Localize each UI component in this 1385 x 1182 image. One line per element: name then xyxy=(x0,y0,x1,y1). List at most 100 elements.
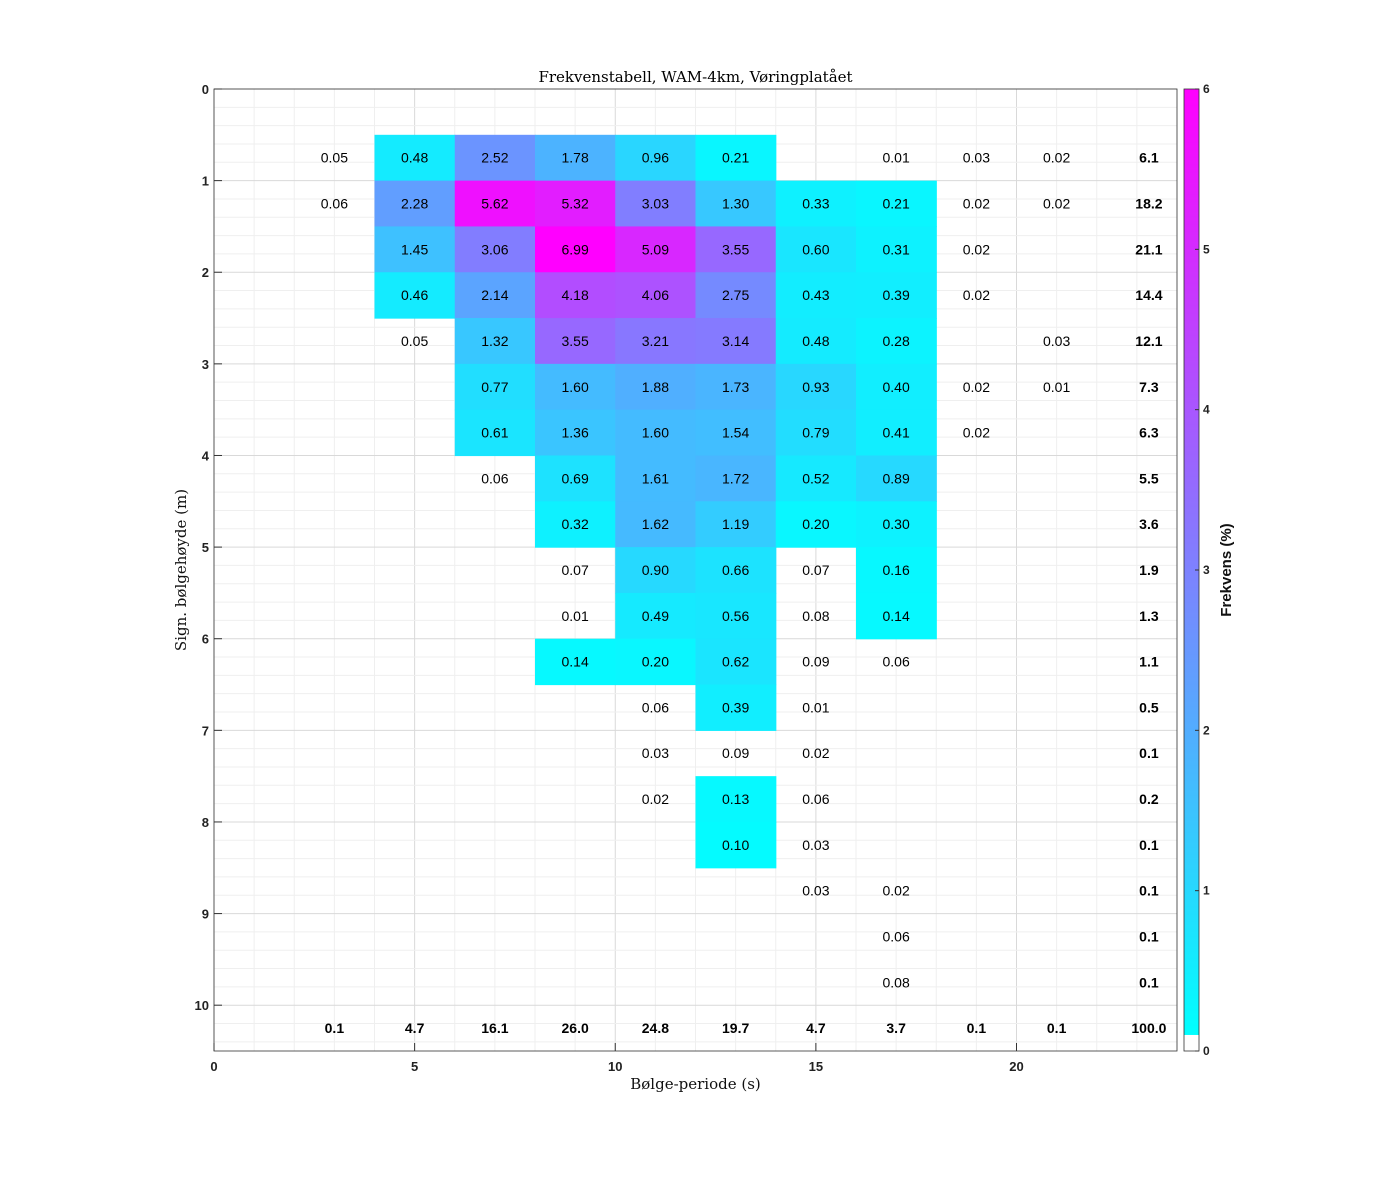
column-total-label: 26.0 xyxy=(562,1020,589,1036)
cell-value-label: 0.09 xyxy=(802,654,829,670)
cell-value-label: 0.01 xyxy=(802,699,829,715)
heatmap-cell xyxy=(374,272,456,319)
heatmap-cell xyxy=(615,455,697,502)
chart-title: Frekvenstabell, WAM-4km, Vøringplatået xyxy=(538,68,852,86)
cell-value-label: 0.62 xyxy=(722,654,749,670)
cell-value-label: 0.02 xyxy=(1043,150,1070,166)
heatmap-cell xyxy=(695,821,777,869)
column-total-label: 100.0 xyxy=(1131,1020,1166,1036)
cell-value-label: 0.14 xyxy=(883,608,910,624)
cell-value-label: 0.21 xyxy=(883,196,910,212)
cell-value-label: 0.06 xyxy=(642,699,669,715)
heatmap-cell xyxy=(856,318,937,365)
row-total-label: 0.1 xyxy=(1139,883,1159,899)
heatmap-cell xyxy=(775,501,857,548)
heatmap-cell xyxy=(695,684,777,731)
cell-value-label: 0.03 xyxy=(802,883,829,899)
colorbar-below-swatch xyxy=(1184,1034,1199,1051)
heatmap-cell xyxy=(695,318,777,365)
heatmap-cell xyxy=(775,272,857,319)
column-total-label: 19.7 xyxy=(722,1020,749,1036)
heatmap-cell xyxy=(454,272,536,319)
heatmap-cell xyxy=(775,363,857,411)
cell-value-label: 2.75 xyxy=(722,287,749,303)
row-total-label: 1.3 xyxy=(1139,608,1159,624)
cell-value-label: 0.06 xyxy=(321,196,348,212)
heatmap-cell xyxy=(454,363,536,411)
heatmap-cell xyxy=(615,180,697,228)
y-tick-label: 8 xyxy=(202,815,209,830)
cell-value-label: 0.77 xyxy=(481,379,508,395)
row-total-label: 1.9 xyxy=(1139,562,1159,578)
cell-value-label: 3.55 xyxy=(722,241,749,257)
heatmap-cell xyxy=(615,226,697,273)
cell-value-label: 4.18 xyxy=(562,287,589,303)
cell-value-label: 0.56 xyxy=(722,608,749,624)
heatmap-cell xyxy=(615,272,697,319)
heatmap-cell xyxy=(695,501,777,548)
cell-value-label: 0.05 xyxy=(321,150,348,166)
colorbar-tick-label: 6 xyxy=(1203,82,1210,96)
heatmap-cell xyxy=(695,776,777,823)
y-tick-label: 4 xyxy=(202,448,210,463)
row-total-label: 18.2 xyxy=(1135,196,1162,212)
x-tick-label: 10 xyxy=(608,1059,622,1074)
colorbar: 0 1 2 3 4 5 6 xyxy=(1183,82,1210,1058)
cell-value-label: 0.06 xyxy=(481,470,508,486)
heatmap-cell xyxy=(695,226,777,273)
column-total-label: 16.1 xyxy=(481,1020,508,1036)
cell-value-label: 1.62 xyxy=(642,516,669,532)
cell-value-label: 1.72 xyxy=(722,470,749,486)
row-total-label: 14.4 xyxy=(1135,287,1162,303)
column-total-label: 0.1 xyxy=(967,1020,987,1036)
cell-value-label: 0.01 xyxy=(562,608,589,624)
cell-value-label: 2.14 xyxy=(481,287,508,303)
heatmap-cell xyxy=(615,318,697,365)
cell-value-label: 0.13 xyxy=(722,791,749,807)
cell-value-label: 0.39 xyxy=(722,699,749,715)
cell-value-label: 0.02 xyxy=(802,745,829,761)
x-tick-label: 0 xyxy=(210,1059,217,1074)
y-tick-label: 7 xyxy=(202,723,209,738)
row-total-label: 0.1 xyxy=(1139,745,1159,761)
heatmap-cell xyxy=(856,592,937,640)
cell-value-label: 0.08 xyxy=(883,974,910,990)
heatmap-cell xyxy=(535,226,616,273)
cell-value-label: 0.52 xyxy=(802,470,829,486)
cell-value-label: 0.14 xyxy=(562,654,589,670)
cell-value-label: 0.02 xyxy=(642,791,669,807)
cell-value-label: 5.62 xyxy=(481,196,508,212)
heatmap-cell xyxy=(454,226,536,273)
colorbar-tick-label: 3 xyxy=(1203,563,1210,577)
heatmap-cell xyxy=(775,455,857,502)
cell-value-label: 0.32 xyxy=(562,516,589,532)
heatmap-cell xyxy=(856,409,937,457)
cell-value-label: 0.07 xyxy=(802,562,829,578)
y-tick-label: 2 xyxy=(202,265,209,280)
heatmap-cell xyxy=(856,226,937,273)
x-axis-label: Bølge-periode (s) xyxy=(630,1075,761,1093)
heatmap-cell xyxy=(695,363,777,411)
cell-value-label: 0.93 xyxy=(802,379,829,395)
cell-value-label: 0.90 xyxy=(642,562,669,578)
column-total-label: 4.7 xyxy=(405,1020,425,1036)
heatmap-cell xyxy=(856,547,937,594)
heatmap-cell xyxy=(374,180,456,228)
cell-value-label: 0.01 xyxy=(883,150,910,166)
cell-value-label: 0.60 xyxy=(802,241,829,257)
cell-value-label: 1.36 xyxy=(562,425,589,441)
column-total-label: 4.7 xyxy=(806,1020,826,1036)
heatmap-cell xyxy=(535,318,616,365)
heatmap-cell xyxy=(615,501,697,548)
heatmap-cell xyxy=(695,134,777,182)
heatmap-cell xyxy=(695,455,777,502)
y-tick-label: 5 xyxy=(202,540,209,555)
heatmap-cell xyxy=(775,226,857,273)
heatmap-cell xyxy=(856,180,937,228)
heatmap-cell xyxy=(454,409,536,457)
cell-value-label: 1.88 xyxy=(642,379,669,395)
y-tick-label: 0 xyxy=(202,82,209,97)
heatmap-cell xyxy=(775,180,857,228)
row-total-label: 6.1 xyxy=(1139,150,1159,166)
